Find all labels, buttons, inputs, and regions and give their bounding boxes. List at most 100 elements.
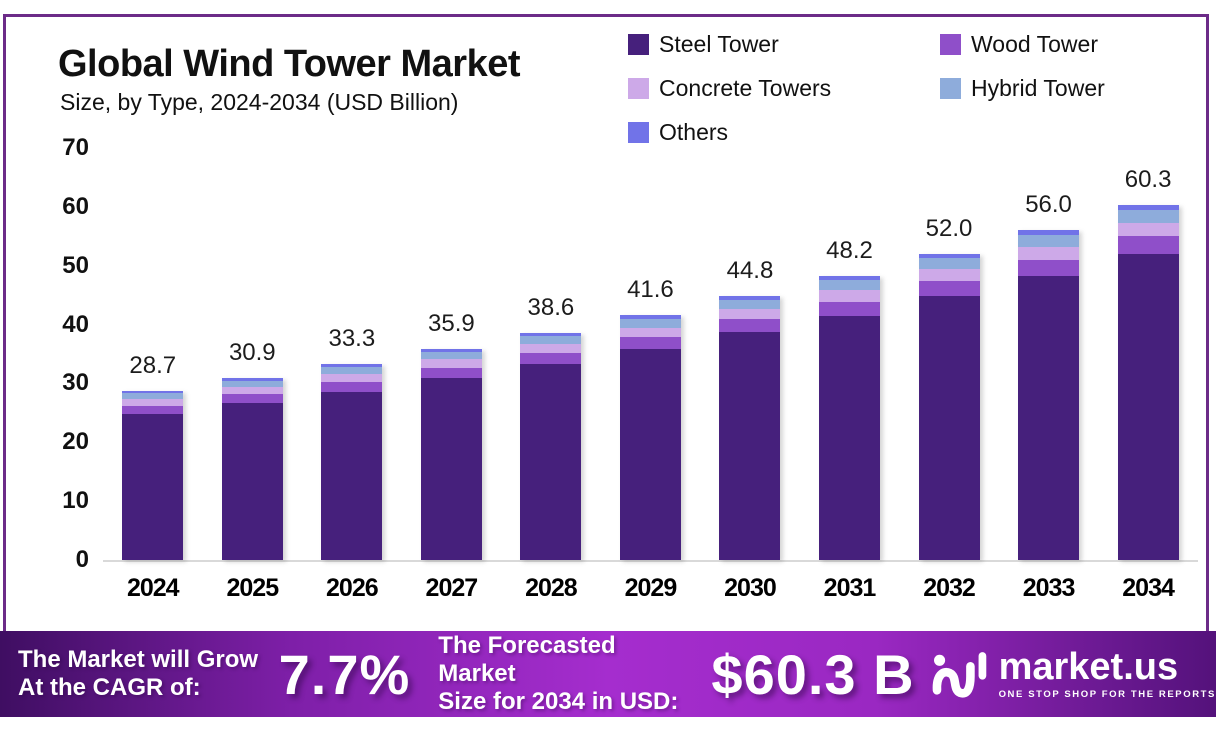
- y-axis-tick-0: 0: [75, 546, 89, 573]
- bar-2029: 41.6: [619, 276, 681, 560]
- bar-total-label-2026: 33.3: [328, 325, 376, 353]
- bar-segment-steel-tower-2024: [122, 414, 184, 560]
- bar-segment-steel-tower-2030: [719, 332, 781, 560]
- bar-total-label-2025: 30.9: [228, 339, 276, 367]
- bar-segment-wood-tower-2033: [1018, 259, 1080, 277]
- bar-segment-concrete-towers-2034: [1117, 222, 1179, 237]
- chart-box: Global Wind Tower Market Size, by Type, …: [3, 14, 1209, 631]
- y-axis-tick-60: 60: [62, 192, 89, 220]
- bar-segment-hybrid-tower-2024: [122, 393, 184, 400]
- bar-segment-others-2033: [1018, 230, 1080, 236]
- y-axis-tick-20: 20: [62, 428, 89, 456]
- cagr-label-line2: At the CAGR of:: [18, 674, 201, 701]
- x-axis-label-2027: 2027: [425, 574, 479, 602]
- bar-segment-others-2025: [221, 378, 283, 381]
- bar-segment-wood-tower-2028: [520, 352, 582, 365]
- x-axis-label-2033: 2033: [1022, 574, 1076, 602]
- bar-segment-others-2032: [918, 253, 980, 259]
- legend-swatch-others: [628, 122, 649, 143]
- bottom-banner: The Market will Grow At the CAGR of: 7.7…: [0, 631, 1216, 717]
- marketus-logo-icon: [932, 652, 986, 698]
- x-axis-labels: 2024 2025 2026 2027 2028 2029 2030 2031 2032 2033…: [103, 574, 1198, 603]
- bar-segment-concrete-towers-2029: [619, 327, 681, 337]
- x-axis-label-2032: 2032: [923, 574, 976, 602]
- bar-total-label-2027: 35.9: [428, 309, 475, 337]
- x-axis-label-2024: 2024: [126, 574, 180, 602]
- bar-2032: 52.0: [918, 215, 980, 560]
- y-axis-tick-40: 40: [62, 310, 89, 338]
- legend-swatch-steel-tower: [628, 34, 649, 55]
- legend-item-wood-tower: Wood Tower: [940, 31, 1216, 58]
- bar-segment-wood-tower-2025: [221, 394, 283, 403]
- y-axis-tick-30: 30: [62, 369, 89, 397]
- chart-legend: Steel Tower Wood Tower Concrete Towers Hybr…: [628, 31, 1216, 146]
- bar-segment-steel-tower-2029: [619, 349, 681, 560]
- bar-2027: 35.9: [420, 310, 482, 560]
- bar-total-label-2024: 28.7: [129, 352, 177, 380]
- bar-segment-wood-tower-2031: [818, 301, 880, 316]
- bar-segment-hybrid-tower-2034: [1117, 209, 1179, 223]
- legend-swatch-wood-tower: [940, 34, 961, 55]
- bar-2030: 44.8: [719, 257, 781, 560]
- bar-segment-hybrid-tower-2030: [719, 299, 781, 310]
- y-axis-tick-50: 50: [62, 251, 89, 279]
- bar-segment-hybrid-tower-2025: [221, 380, 283, 387]
- legend-label-concrete-towers: Concrete Towers: [659, 75, 832, 101]
- bar-2028: 38.6: [520, 294, 582, 560]
- bar-segment-hybrid-tower-2033: [1018, 235, 1080, 247]
- x-axis-label-2028: 2028: [525, 574, 578, 602]
- logo-name: market.us: [998, 646, 1179, 688]
- bar-segment-hybrid-tower-2032: [918, 258, 980, 270]
- bar-segment-concrete-towers-2032: [918, 269, 980, 282]
- legend-label-hybrid-tower: Hybrid Tower: [971, 75, 1105, 101]
- bar-segment-concrete-towers-2025: [221, 386, 283, 395]
- y-axis-tick-10: 10: [62, 487, 89, 515]
- bar-segment-concrete-towers-2031: [818, 290, 880, 302]
- bar-segment-concrete-towers-2026: [321, 374, 383, 382]
- forecast-label-line2: Size for 2034 in USD:: [438, 688, 679, 716]
- bar-segment-others-2030: [719, 296, 781, 300]
- bar-2031: 48.2: [818, 237, 880, 560]
- bar-segment-others-2029: [619, 315, 681, 319]
- bar-segment-steel-tower-2032: [918, 296, 980, 560]
- logo-text-column: market.us ONE STOP SHOP FOR THE REPORTS: [999, 648, 1216, 700]
- bar-total-label-2029: 41.6: [627, 276, 674, 304]
- page-subtitle: Size, by Type, 2024-2034 (USD Billion): [60, 89, 459, 115]
- legend-item-concrete-towers: Concrete Towers: [628, 75, 940, 102]
- bar-segment-steel-tower-2033: [1018, 276, 1080, 560]
- x-axis-label-2030: 2030: [724, 574, 777, 602]
- bar-segment-hybrid-tower-2027: [420, 351, 482, 360]
- bar-segment-others-2026: [321, 364, 383, 367]
- cagr-label: The Market will Grow At the CAGR of:: [18, 646, 265, 703]
- bar-2025: 30.9: [221, 339, 283, 560]
- bar-segment-concrete-towers-2024: [122, 399, 184, 406]
- bar-segment-steel-tower-2027: [420, 378, 482, 560]
- bar-segment-steel-tower-2034: [1117, 253, 1179, 560]
- bars-container: 28.7 30.9 33.3 35.9 38.6 41.6 44.8 48.2 52.0 56.0…: [103, 148, 1198, 560]
- bar-2034: 60.3: [1117, 166, 1179, 560]
- marketus-logo: market.us ONE STOP SHOP FOR THE REPORTS: [931, 647, 1216, 701]
- bar-segment-wood-tower-2026: [321, 381, 383, 392]
- bar-total-label-2031: 48.2: [826, 237, 873, 265]
- bar-segment-steel-tower-2028: [520, 364, 582, 560]
- bar-segment-hybrid-tower-2026: [321, 366, 383, 375]
- bar-segment-hybrid-tower-2028: [520, 335, 582, 345]
- legend-label-wood-tower: Wood Tower: [971, 31, 1098, 57]
- bar-segment-wood-tower-2034: [1117, 236, 1179, 254]
- legend-swatch-hybrid-tower: [940, 78, 961, 99]
- bar-segment-concrete-towers-2030: [719, 309, 781, 320]
- bar-segment-wood-tower-2030: [719, 319, 781, 333]
- bar-segment-steel-tower-2025: [221, 402, 283, 560]
- bar-segment-concrete-towers-2027: [420, 359, 482, 368]
- y-axis-tick-70: 70: [62, 134, 89, 161]
- cagr-label-line1: The Market will Grow: [18, 645, 259, 673]
- legend-item-others: Others: [628, 119, 940, 146]
- bar-segment-others-2028: [520, 332, 582, 336]
- bar-segment-others-2027: [420, 348, 482, 352]
- bar-segment-others-2024: [122, 391, 184, 394]
- x-axis-label-2031: 2031: [823, 574, 877, 602]
- bar-2033: 56.0: [1018, 191, 1080, 560]
- logo-tagline: ONE STOP SHOP FOR THE REPORTS: [998, 689, 1216, 700]
- bar-segment-hybrid-tower-2029: [619, 318, 681, 328]
